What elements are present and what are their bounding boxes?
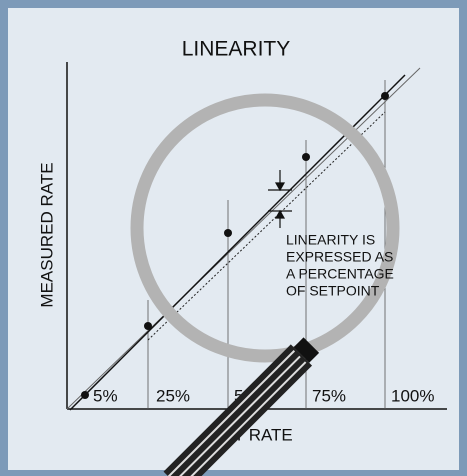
- x-label: 100%: [391, 386, 434, 405]
- annotation-line: LINEARITY IS: [286, 232, 375, 248]
- page: {"title": "LINEARITY", "x_axis_label": "…: [0, 0, 467, 476]
- annotation-line: OF SETPOINT: [286, 283, 380, 299]
- title: LINEARITY: [182, 38, 291, 61]
- annotation-line: A PERCENTAGE: [286, 266, 394, 282]
- x-label: 75%: [312, 386, 346, 405]
- diagram: LINEARITY MEASURED RATE SET RATE 5% 25% …: [0, 0, 467, 476]
- y-axis-label: MEASURED RATE: [37, 162, 56, 307]
- x-label: 25%: [156, 386, 190, 405]
- annotation-line: EXPRESSED AS: [286, 249, 393, 265]
- x-label: 5%: [93, 386, 118, 405]
